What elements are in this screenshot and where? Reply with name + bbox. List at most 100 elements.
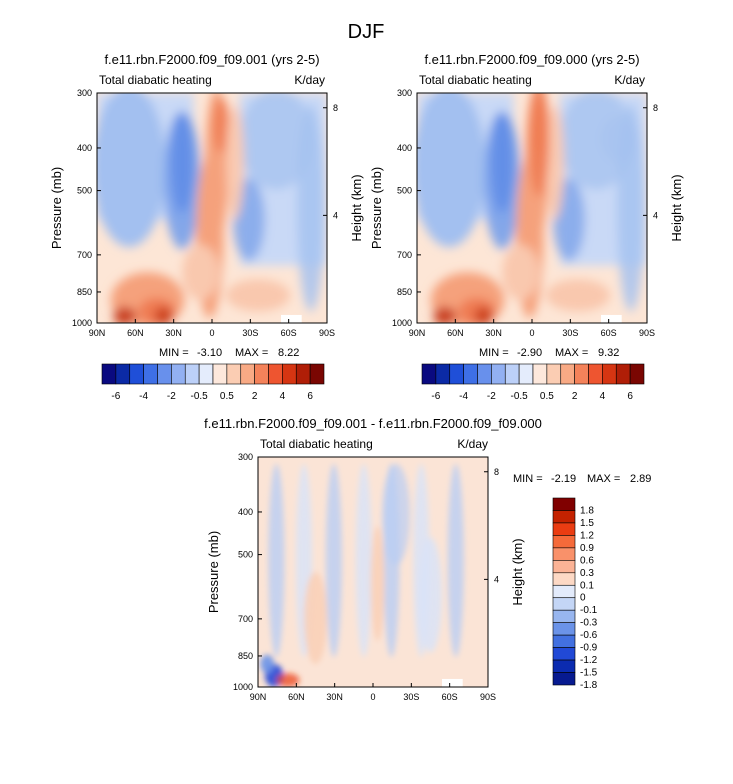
panel-a-colorbar-swatch <box>254 363 269 385</box>
panel-b-colorbar-swatch <box>602 363 617 385</box>
panel-b-title: f.e11.rbn.F2000.f09_f09.000 (yrs 2-5) <box>424 52 639 67</box>
panel-b-ytick-label: 700 <box>397 250 412 260</box>
panel-b-xtick-label: 30N <box>485 328 502 338</box>
panel-c-colorbar-label: 0.3 <box>580 568 594 579</box>
panel-b-min-label: MIN = <box>479 347 509 359</box>
panel-a-ytick-label: 850 <box>77 287 92 297</box>
panel-c-ytick-label: 700 <box>238 614 253 624</box>
panel-a-ytick-label: 500 <box>77 186 92 196</box>
panel-a-colorbar-label: -6 <box>111 391 120 402</box>
panel-a-xtick-label: 60N <box>127 328 144 338</box>
panel-a-xtick-label: 0 <box>209 328 214 338</box>
panel-b: f.e11.rbn.F2000.f09_f09.000 (yrs 2-5) To… <box>369 52 684 402</box>
panel-a-colorbar-swatch <box>157 363 172 385</box>
panel-c-colorbar: 1.81.51.20.90.60.30.10-0.1-0.3-0.6-0.9-1… <box>552 497 598 691</box>
panel-a-colorbar-label: 4 <box>280 391 286 402</box>
panel-c-colorbar-label: 0 <box>580 593 586 604</box>
panel-a-colorbar-swatch <box>226 363 242 385</box>
panel-c-colorbar-swatch <box>552 622 576 636</box>
panel-a-colorbar-swatch <box>309 363 325 385</box>
panel-b-colorbar-label: 6 <box>627 391 633 402</box>
panel-b-ytick-label: 300 <box>397 88 412 98</box>
panel-c-ytick-right-label: 8 <box>494 467 499 477</box>
panel-b-colorbar-label: -4 <box>459 391 468 402</box>
panel-b-ytick-label: 400 <box>397 143 412 153</box>
panel-a-field <box>97 93 327 323</box>
panel-a-ytick-label: 1000 <box>72 318 92 328</box>
panel-a-colorbar-swatch <box>101 363 117 385</box>
panel-c-min-value: -2.19 <box>551 473 576 485</box>
panel-b-colorbar-swatch <box>449 363 464 385</box>
panel-b-colorbar-swatch <box>532 363 548 385</box>
panel-c-colorbar-label: -0.6 <box>580 630 598 641</box>
panel-c-xtick-label: 60N <box>288 692 305 702</box>
panel-c-ytick-right-label: 4 <box>494 574 499 584</box>
panel-c-colorbar-label: -0.3 <box>580 618 598 629</box>
panel-a-colorbar-swatch <box>171 363 186 385</box>
panel-a-left-string: Total diabatic heating <box>99 73 212 87</box>
panel-a-colorbar-swatch <box>268 363 283 385</box>
panel-a-colorbar-label: -4 <box>139 391 148 402</box>
panel-a-colorbar-swatch <box>129 363 144 385</box>
panel-b-colorbar-label: -0.5 <box>511 391 529 402</box>
panel-c-title: f.e11.rbn.F2000.f09_f09.001 - f.e11.rbn.… <box>204 416 542 431</box>
panel-c-colorbar-label: 1.2 <box>580 530 594 541</box>
panel-c-colorbar-label: 0.6 <box>580 555 594 566</box>
panel-c-shading <box>260 463 464 687</box>
panel-b-colorbar-swatch <box>546 363 562 385</box>
panel-a-colorbar-swatch <box>115 363 131 385</box>
panel-c-left-string: Total diabatic heating <box>260 437 373 451</box>
panel-c-colorbar-swatch <box>552 497 576 511</box>
panel-c-colorbar-label: -1.5 <box>580 668 598 679</box>
panel-b-colorbar-swatch <box>421 363 437 385</box>
panel-b-xtick-label: 90S <box>639 328 655 338</box>
panel-c-ytick-label: 400 <box>238 507 253 517</box>
panel-b-xtick-label: 0 <box>529 328 534 338</box>
panel-c-colorbar-label: -0.9 <box>580 643 598 654</box>
panel-c-ytick-label: 1000 <box>233 682 253 692</box>
panel-b-ylabel: Pressure (mb) <box>369 167 384 249</box>
panel-b-mask <box>601 314 622 323</box>
panel-a-xtick-label: 30S <box>242 328 258 338</box>
panel-c-colorbar-label: -1.2 <box>580 655 598 666</box>
panel-b-max-label: MAX = <box>555 347 588 359</box>
panel-a-colorbar-label: -2 <box>167 391 176 402</box>
panel-c-max-label: MAX = <box>587 473 620 485</box>
panel-b-max-value: 9.32 <box>598 347 619 359</box>
panel-a-min-value: -3.10 <box>197 347 222 359</box>
panel-b-colorbar-swatch <box>463 363 478 385</box>
panel-a-xtick-label: 60S <box>281 328 297 338</box>
panel-c-colorbar-label: 0.9 <box>580 543 594 554</box>
panel-a-min-label: MIN = <box>159 347 189 359</box>
panel-a-axes: 90N 60N 30N 0 30S 60S 90S 300 400 500 700 850 1000 8 4 <box>72 88 338 338</box>
panel-b-colorbar-swatch <box>504 363 520 385</box>
panel-b-xtick-label: 60S <box>601 328 617 338</box>
panel-b-ylabel-right: Height (km) <box>669 174 684 241</box>
panel-a-ytick-label: 400 <box>77 143 92 153</box>
panel-c-colorbar-label: 0.1 <box>580 580 594 591</box>
panel-a: f.e11.rbn.F2000.f09_f09.001 (yrs 2-5) To… <box>49 52 364 402</box>
panel-a-colorbar-label: -0.5 <box>191 391 209 402</box>
panel-b-colorbar: -6 -4 -2 -0.5 0.5 2 4 6 <box>421 363 645 402</box>
panel-a-shading <box>97 93 327 323</box>
panel-b-ytick-label: 850 <box>397 287 412 297</box>
panel-b-colorbar-label: -2 <box>487 391 496 402</box>
panel-c-xtick-label: 60S <box>442 692 458 702</box>
panel-a-colorbar: -6 -4 -2 -0.5 0.5 2 4 6 <box>101 363 325 402</box>
panel-b-left-string: Total diabatic heating <box>419 73 532 87</box>
panel-c-ytick-label: 300 <box>238 452 253 462</box>
panel-b-colorbar-label: -6 <box>431 391 440 402</box>
panel-b-xtick-label: 30S <box>562 328 578 338</box>
panel-c-colorbar-swatch <box>552 572 576 586</box>
panel-a-colorbar-swatch <box>240 363 255 385</box>
panel-c-field <box>258 457 488 687</box>
panel-b-axes: 90N 60N 30N 0 30S 60S 90S 300 400 500 700 850 1000 8 4 <box>392 88 658 338</box>
panel-a-ytick-right-label: 8 <box>333 103 338 113</box>
panel-c-colorbar-swatch <box>552 547 576 561</box>
panel-a-max-value: 8.22 <box>278 347 299 359</box>
panel-b-colorbar-swatch <box>588 363 603 385</box>
panel-c-xtick-label: 30N <box>326 692 343 702</box>
panel-b-colorbar-swatch <box>518 363 534 385</box>
panel-a-colorbar-swatch <box>295 363 311 385</box>
